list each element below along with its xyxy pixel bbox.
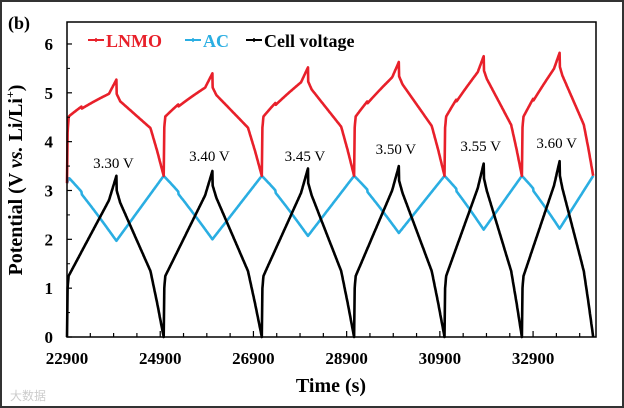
x-tick-label: 28900 [325,349,368,368]
x-axis-label: Time (s) [296,375,366,397]
panel-label: (b) [8,13,30,34]
x-tick-label: 32900 [512,349,555,368]
axes: 0 1 2 3 4 5 6 22900 24900 26900 28900 30900 32900 [45,35,581,368]
legend-label: AC [203,31,229,51]
y-tick-label: 2 [45,230,54,249]
x-tick-label: 30900 [419,349,462,368]
legend: LNMO AC Cell voltage [88,31,354,51]
y-tick-label: 4 [45,133,54,152]
series-ac [65,174,595,243]
watermark: 大数据 [10,388,46,403]
y-tick-label: 1 [45,279,54,298]
peak-voltage-label: 3.30 V [93,156,134,172]
peak-voltage-label: 3.45 V [285,149,326,165]
series-layer [65,51,595,339]
x-tick-label: 26900 [232,349,275,368]
x-tick-label: 22900 [46,349,89,368]
series-cell-voltage [65,159,595,339]
series-lnmo [65,51,595,184]
y-tick-label: 3 [45,181,54,200]
y-axis-label: Potential (V vs. Li/Li+) [3,85,27,276]
annotations: 3.30 V 3.40 V 3.45 V 3.50 V 3.55 V 3.60 V [93,136,577,172]
peak-voltage-label: 3.50 V [376,142,417,158]
y-tick-label: 5 [45,84,54,103]
peak-voltage-label: 3.40 V [189,149,230,165]
y-tick-label: 6 [45,35,54,54]
y-tick-label: 0 [45,328,54,347]
peak-voltage-label: 3.55 V [460,139,501,155]
plot-area [66,21,597,338]
legend-label: Cell voltage [264,31,354,51]
peak-voltage-label: 3.60 V [536,136,577,152]
legend-label: LNMO [106,31,162,51]
x-tick-label: 24900 [139,349,182,368]
